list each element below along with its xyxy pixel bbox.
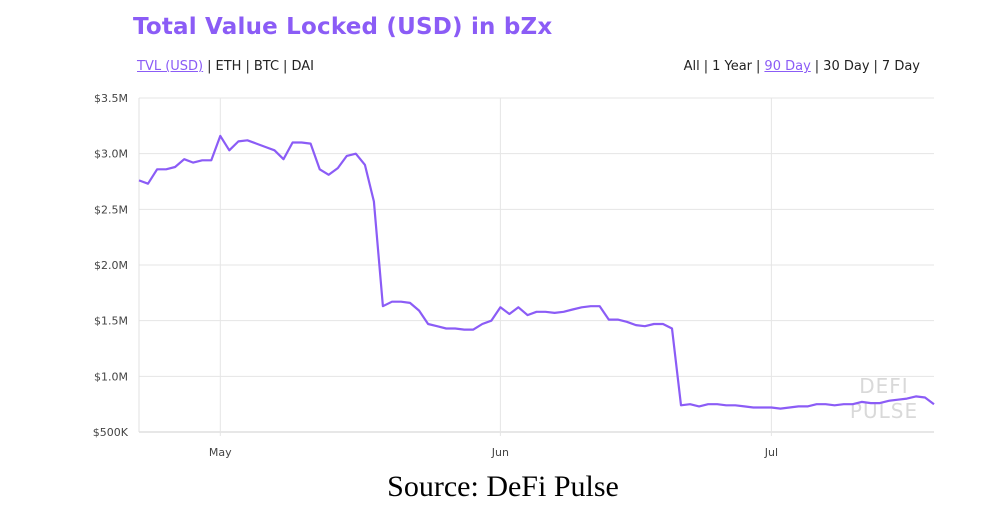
range-30-day[interactable]: 30 Day (823, 59, 870, 74)
range-7-day[interactable]: 7 Day (881, 59, 920, 74)
tab-tvl-usd[interactable]: TVL (USD) (137, 59, 204, 74)
source-caption: Source: DeFi Pulse (387, 470, 619, 503)
tab-btc[interactable]: BTC (253, 59, 280, 74)
x-tick-label: Jul (764, 446, 778, 459)
chart-title: Total Value Locked (USD) in bZx (133, 14, 553, 40)
separator: | (207, 59, 212, 74)
x-tick-label: May (209, 446, 232, 459)
separator: | (283, 59, 288, 74)
y-tick-label: $3.0M (94, 148, 128, 161)
separator: | (756, 59, 761, 74)
y-axis-ticks: $500K $1.0M $1.5M $2.0M $2.5M $3.0M $3.5M (93, 92, 129, 439)
watermark-line-1: DEFI (859, 374, 908, 398)
metric-tabs: TVL (USD) | ETH | BTC | DAI (137, 59, 314, 74)
y-tick-label: $2.0M (94, 259, 128, 272)
x-axis-ticks: May Jun Jul (209, 446, 778, 459)
x-tick-label: Jun (491, 446, 509, 459)
range-90-day[interactable]: 90 Day (764, 59, 811, 74)
range-all[interactable]: All (683, 59, 700, 74)
y-tick-label: $500K (93, 426, 129, 439)
separator: | (873, 59, 878, 74)
separator: | (245, 59, 250, 74)
tvl-series-line (138, 134, 935, 410)
tab-dai[interactable]: DAI (291, 59, 314, 74)
y-tick-label: $2.5M (94, 203, 128, 216)
separator: | (703, 59, 709, 74)
range-tabs: All | 1 Year | 90 Day | 30 Day | 7 Day (684, 59, 920, 74)
tab-eth[interactable]: ETH (215, 59, 242, 74)
range-1-year[interactable]: 1 Year (712, 59, 753, 74)
y-tick-label: $1.5M (94, 315, 128, 328)
chart-grid (138, 97, 934, 436)
y-tick-label: $3.5M (94, 92, 128, 105)
separator: | (814, 59, 820, 74)
y-tick-label: $1.0M (94, 370, 128, 383)
